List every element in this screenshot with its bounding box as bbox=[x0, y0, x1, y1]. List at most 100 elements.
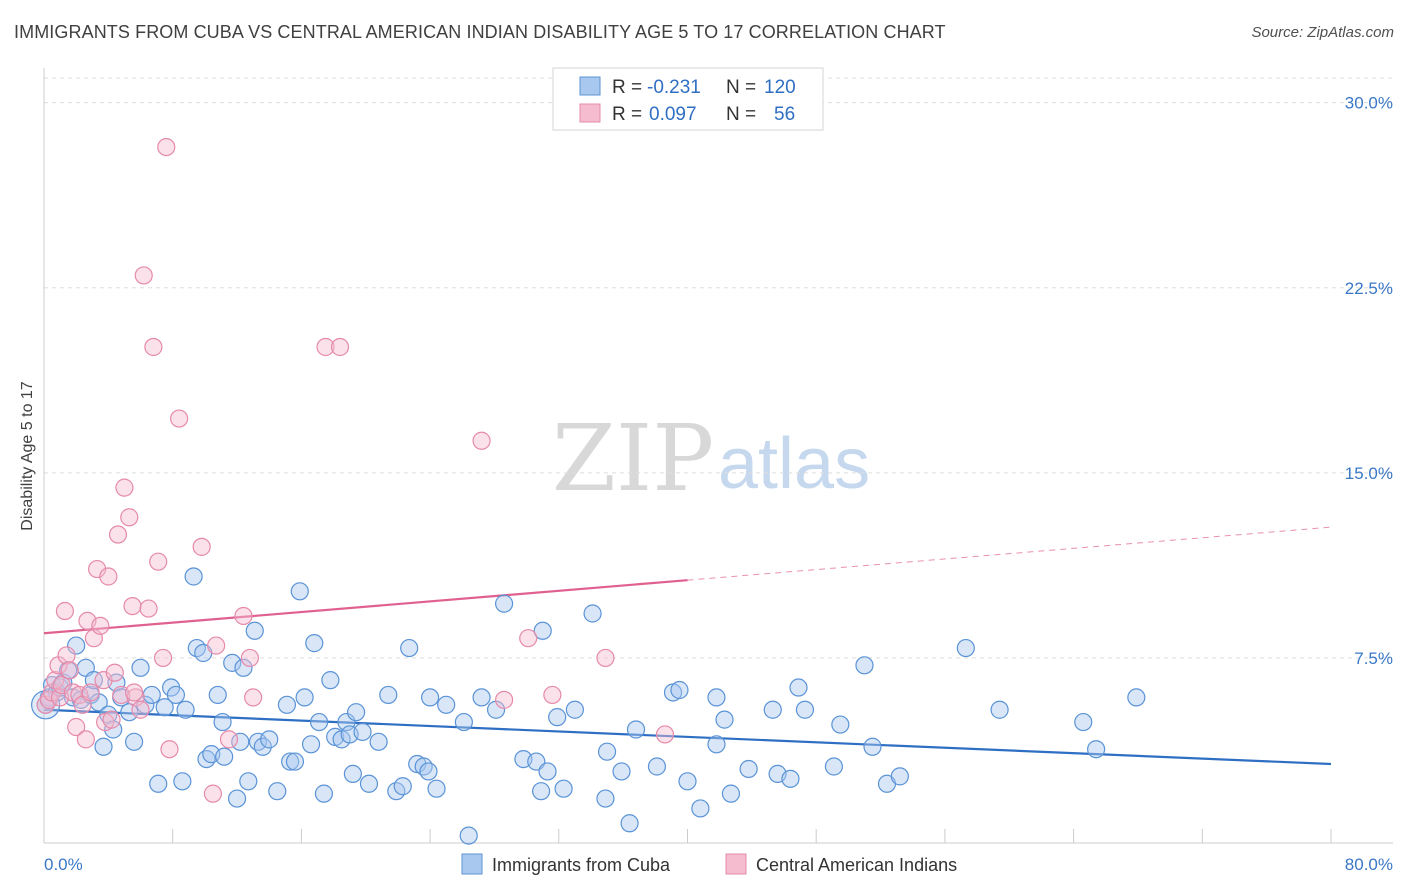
data-point-cuba bbox=[1087, 740, 1106, 759]
data-point-central-american-indian bbox=[52, 675, 71, 695]
legend-n-label-2: N = bbox=[726, 104, 756, 125]
data-point-cuba bbox=[596, 789, 615, 808]
data-point-central-american-indian bbox=[316, 337, 335, 357]
data-point-central-american-indian bbox=[207, 636, 226, 655]
data-point-cuba bbox=[149, 774, 168, 793]
data-point-central-american-indian bbox=[70, 685, 89, 705]
legend-swatch-blue bbox=[579, 76, 601, 96]
data-point-cuba bbox=[213, 712, 232, 732]
data-point-cuba bbox=[1127, 688, 1146, 707]
data-point-cuba bbox=[173, 772, 192, 791]
data-point-cuba bbox=[678, 772, 697, 791]
data-point-cuba bbox=[781, 769, 800, 788]
data-point-central-american-indian bbox=[495, 690, 514, 709]
data-point-cuba bbox=[155, 698, 174, 717]
data-point-central-american-indian bbox=[102, 710, 121, 729]
data-point-cuba bbox=[707, 735, 726, 754]
data-point-cuba bbox=[353, 722, 372, 742]
data-point-central-american-indian bbox=[139, 599, 158, 618]
data-point-cuba bbox=[565, 700, 584, 719]
data-point-central-american-indian bbox=[596, 648, 615, 668]
data-point-central-american-indian bbox=[519, 629, 538, 648]
y-tick-label: 15.0% bbox=[1345, 464, 1393, 483]
data-point-central-american-indian bbox=[99, 567, 118, 586]
data-point-cuba bbox=[379, 685, 398, 705]
data-point-cuba bbox=[795, 700, 815, 719]
data-point-central-american-indian bbox=[157, 137, 176, 157]
data-point-cuba bbox=[281, 752, 300, 771]
data-point-cuba bbox=[831, 715, 850, 734]
data-point-cuba bbox=[131, 658, 150, 677]
data-point-central-american-indian bbox=[134, 266, 153, 285]
data-point-cuba bbox=[548, 708, 567, 727]
data-point-cuba bbox=[314, 784, 334, 803]
data-point-cuba bbox=[260, 730, 279, 749]
data-point-cuba bbox=[215, 747, 234, 766]
data-point-cuba bbox=[554, 779, 573, 798]
data-point-cuba bbox=[245, 621, 264, 640]
data-point-cuba bbox=[789, 678, 808, 697]
data-point-central-american-indian bbox=[234, 606, 253, 626]
data-point-cuba bbox=[583, 604, 602, 623]
series-immigrants-from-cuba bbox=[31, 567, 1146, 845]
watermark-zip: ZIP bbox=[552, 405, 714, 512]
data-point-cuba bbox=[427, 779, 446, 798]
y-tick-label: 30.0% bbox=[1345, 94, 1393, 113]
data-point-cuba bbox=[346, 703, 366, 722]
data-point-cuba bbox=[301, 735, 321, 754]
data-point-central-american-indian bbox=[655, 725, 675, 744]
data-point-cuba bbox=[620, 814, 639, 833]
data-point-cuba bbox=[863, 737, 882, 756]
data-point-cuba bbox=[67, 636, 86, 655]
data-point-cuba bbox=[626, 720, 646, 739]
data-point-cuba bbox=[197, 749, 216, 769]
data-point-cuba bbox=[208, 685, 227, 705]
data-point-cuba bbox=[533, 621, 552, 640]
data-point-cuba bbox=[691, 799, 710, 818]
data-point-cuba bbox=[234, 658, 253, 677]
legend-n-value-2: 56 bbox=[774, 104, 795, 125]
data-point-cuba bbox=[437, 695, 456, 714]
data-point-cuba bbox=[142, 685, 161, 705]
data-point-cuba bbox=[721, 784, 741, 803]
data-point-cuba bbox=[343, 764, 362, 784]
data-point-central-american-indian bbox=[240, 648, 260, 668]
legend-r-value-1: -0.231 bbox=[647, 77, 701, 98]
data-point-cuba bbox=[855, 656, 874, 675]
data-point-cuba bbox=[321, 671, 340, 690]
data-point-cuba bbox=[956, 638, 975, 658]
data-point-cuba bbox=[305, 634, 324, 653]
data-point-cuba bbox=[472, 688, 491, 707]
y-tick-label: 22.5% bbox=[1345, 279, 1393, 298]
data-point-central-american-indian bbox=[124, 683, 144, 702]
bottom-legend-swatch-blue bbox=[461, 853, 483, 875]
legend-swatch-pink bbox=[579, 103, 601, 123]
bottom-legend: Immigrants from Cuba Central American In… bbox=[461, 853, 957, 875]
data-point-central-american-indian bbox=[219, 730, 239, 749]
data-point-cuba bbox=[890, 767, 909, 786]
data-point-cuba bbox=[290, 582, 309, 601]
data-point-central-american-indian bbox=[67, 717, 86, 737]
data-point-central-american-indian bbox=[105, 663, 124, 682]
data-point-cuba bbox=[136, 695, 155, 714]
data-point-cuba bbox=[253, 737, 272, 756]
data-point-central-american-indian bbox=[472, 431, 491, 450]
data-point-cuba bbox=[239, 772, 258, 791]
x-tick-label-min: 0.0% bbox=[44, 855, 83, 874]
data-point-cuba bbox=[647, 757, 667, 776]
y-tick-label: 7.5% bbox=[1354, 649, 1393, 668]
data-point-cuba bbox=[369, 732, 388, 751]
data-point-central-american-indian bbox=[120, 508, 139, 527]
trend-line-central-american-indians bbox=[43, 579, 688, 635]
data-point-central-american-indian bbox=[55, 601, 75, 621]
data-point-cuba bbox=[184, 567, 203, 586]
watermark: ZIP atlas bbox=[552, 405, 870, 512]
data-point-cuba bbox=[227, 789, 247, 808]
data-point-cuba bbox=[285, 752, 305, 771]
data-point-central-american-indian bbox=[87, 559, 107, 579]
x-tick-label-max: 80.0% bbox=[1345, 855, 1393, 874]
data-point-central-american-indian bbox=[131, 700, 150, 719]
data-point-central-american-indian bbox=[57, 646, 76, 665]
data-point-cuba bbox=[532, 782, 551, 801]
